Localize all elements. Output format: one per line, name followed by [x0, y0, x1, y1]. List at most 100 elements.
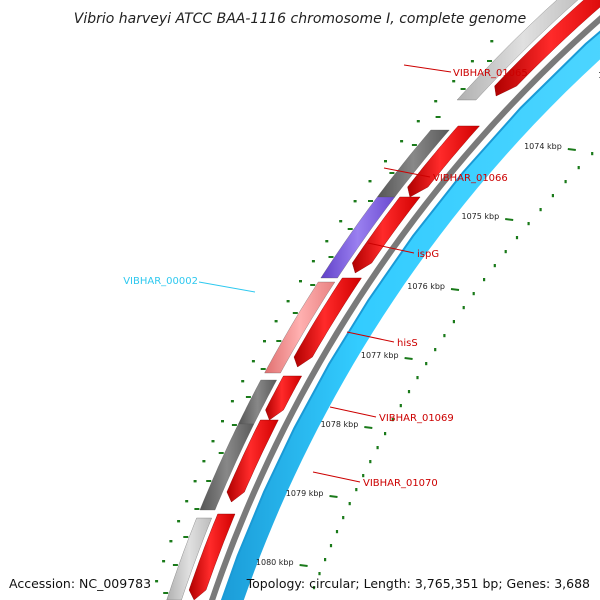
tick-label: 1075 kbp — [461, 212, 499, 221]
tick-label: 1078 kbp — [321, 420, 359, 429]
accession-text: Accession: NC_009783 — [9, 576, 152, 591]
tick-mark — [404, 357, 413, 360]
gc-mark — [206, 480, 212, 482]
gc-mark — [391, 418, 394, 422]
gc-mark — [318, 572, 321, 576]
cds-arrow — [494, 0, 600, 97]
gc-mark — [470, 60, 474, 63]
gc-mark — [163, 592, 169, 594]
gc-mark — [399, 404, 402, 408]
gc-mark — [551, 194, 554, 198]
gc-mark — [218, 452, 224, 454]
gene-ispG-block — [320, 196, 396, 279]
gc-mark — [263, 340, 266, 343]
gene-hisS-block — [264, 281, 336, 374]
gc-mark — [339, 220, 343, 223]
gc-mark — [325, 240, 329, 243]
gc-mark — [425, 362, 428, 366]
gc-mark — [591, 152, 594, 156]
gene-label: VIBHAR_01069 — [379, 413, 454, 424]
gc-mark — [177, 520, 181, 523]
cds-arrow — [293, 277, 362, 368]
gc-mark — [311, 260, 315, 263]
gc-mark — [384, 432, 387, 436]
gc-mark — [241, 380, 245, 383]
gc-mark — [193, 480, 197, 483]
tick-label: 1076 kbp — [407, 282, 445, 291]
gc-mark — [169, 540, 173, 543]
gc-mark — [452, 80, 456, 83]
gc-mark — [310, 284, 316, 286]
gc-mark — [369, 460, 372, 464]
gene-leader — [346, 331, 395, 343]
gene-leader — [312, 471, 361, 483]
gc-mark — [434, 348, 437, 352]
gc-mark — [162, 560, 166, 563]
gc-mark — [230, 400, 234, 403]
tick-label: 1073 kbp — [598, 71, 600, 80]
gene-labels: VIBHAR_01065 VIBHAR_01066 ispG hisS VIBHAR_0… — [123, 64, 528, 489]
gc-mark — [312, 586, 316, 590]
gc-mark — [384, 160, 387, 163]
gc-mark — [347, 228, 353, 230]
tick-mark — [450, 288, 460, 291]
tick-label: 1079 kbp — [286, 489, 324, 498]
gc-mark — [490, 40, 494, 43]
gc-mark — [274, 320, 278, 323]
gc-mark — [462, 306, 465, 310]
gc-mark — [362, 474, 365, 478]
gc-mark — [527, 222, 530, 226]
gc-mark — [407, 390, 411, 394]
cds-arrow — [188, 513, 236, 600]
tick-mark — [329, 495, 338, 498]
gc-mark — [183, 536, 189, 538]
topology-text: Topology: circular; Length: 3,765,351 bp… — [246, 576, 590, 591]
gc-mark — [328, 256, 334, 258]
contig-ring — [221, 31, 600, 600]
gene-block — [166, 517, 212, 600]
gc-mark — [435, 116, 441, 118]
gene-label: ispG — [417, 249, 439, 260]
gc-mark — [539, 208, 542, 212]
gc-mark — [376, 446, 379, 450]
gc-mark — [335, 530, 339, 534]
tick-mark — [299, 564, 308, 567]
gc-mark — [368, 180, 372, 183]
tick-mark — [364, 426, 373, 429]
gc-mark — [564, 180, 567, 184]
contig-ring-edge — [220, 30, 600, 600]
gene-leader — [367, 242, 415, 254]
gc-mark — [329, 544, 333, 548]
gc-mark — [389, 172, 395, 174]
cds-arrow — [265, 375, 303, 421]
gene-label: VIBHAR_01070 — [363, 478, 438, 489]
gc-mark — [411, 144, 417, 146]
gc-mark — [342, 516, 345, 520]
gene-VIBHAR_01070-block — [199, 423, 255, 511]
gc-mark — [400, 140, 404, 143]
gc-mark — [276, 340, 282, 342]
gc-mark — [487, 60, 492, 62]
gc-mark — [460, 88, 466, 90]
gc-mark — [185, 500, 189, 503]
tick-label: 1080 kbp — [256, 558, 294, 567]
gc-mark — [577, 166, 580, 170]
gc-mark — [416, 376, 419, 380]
gc-mark — [202, 460, 206, 463]
cds-arrow — [407, 125, 480, 198]
gc-mark — [493, 264, 496, 268]
gene-label: VIBHAR_01066 — [433, 173, 508, 184]
gc-mark — [434, 100, 438, 103]
gene-VIBHAR_01065-block — [456, 0, 579, 101]
gc-mark — [221, 420, 224, 423]
contig-label: VIBHAR_00002 — [123, 276, 198, 287]
gc-mark — [172, 564, 178, 566]
gene-leader — [329, 406, 377, 418]
gc-mark — [472, 292, 475, 296]
gc-mark — [515, 236, 519, 240]
gc-mark — [443, 334, 446, 338]
gc-mark — [324, 558, 327, 562]
gc-mark — [353, 200, 357, 203]
gc-mark — [292, 312, 298, 314]
